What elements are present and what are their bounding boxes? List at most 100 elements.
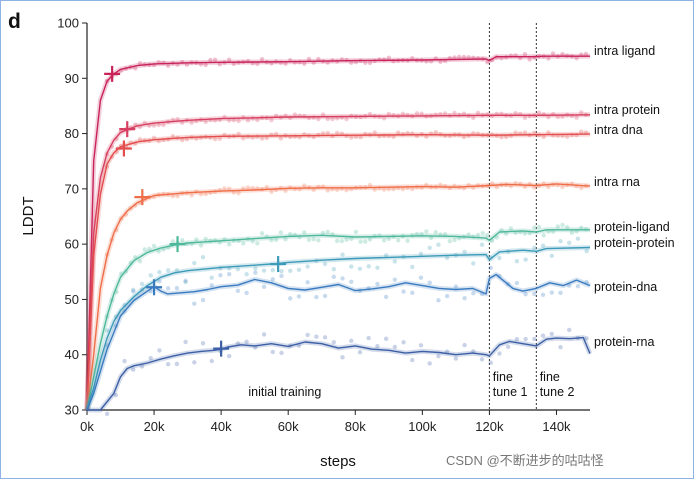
scatter-point — [522, 231, 528, 236]
series-label: protein-rna — [594, 335, 654, 349]
scatter-point — [322, 293, 328, 299]
scatter-point — [305, 332, 310, 338]
y-tick-label: 30 — [65, 403, 79, 418]
scatter-point — [436, 298, 441, 303]
scatter-point — [367, 182, 373, 188]
scatter-point — [375, 344, 380, 349]
scatter-point — [584, 248, 589, 254]
scatter-point — [383, 336, 389, 341]
scatter-point — [174, 267, 180, 273]
scatter-point — [316, 56, 321, 62]
scatter-point — [278, 136, 284, 141]
scatter-point — [349, 338, 354, 343]
scatter-point — [357, 350, 363, 355]
scatter-point — [546, 229, 551, 234]
scatter-point — [236, 131, 241, 137]
scatter-point — [250, 185, 255, 191]
scatter-point — [261, 268, 267, 273]
scatter-point — [555, 114, 561, 120]
scatter-point — [392, 259, 398, 264]
series-line — [86, 55, 590, 411]
scatter-point — [236, 118, 241, 124]
scatter-point — [194, 237, 199, 242]
scatter-point — [442, 231, 448, 237]
scatter-point — [418, 343, 424, 348]
scatter-point — [192, 360, 197, 365]
scatter-point — [466, 55, 471, 60]
scatter-point — [410, 186, 415, 192]
scatter-point — [564, 224, 570, 230]
scatter-point — [479, 242, 485, 247]
scatter-point — [226, 57, 232, 62]
scatter-point — [523, 292, 528, 297]
scatter-point — [386, 55, 391, 61]
scatter-point — [306, 237, 312, 242]
scatter-point — [427, 280, 432, 285]
scatter-point — [189, 193, 194, 198]
scatter-point — [226, 118, 232, 123]
scatter-point — [235, 267, 241, 272]
series-label: protein-protein — [594, 236, 675, 250]
scatter-point — [349, 264, 354, 269]
series-line — [86, 229, 590, 411]
scatter-point — [410, 56, 415, 61]
scatter-point — [253, 270, 258, 275]
scatter-point — [392, 344, 398, 350]
scatter-point — [471, 115, 476, 121]
scatter-point — [279, 269, 284, 274]
scatter-point — [574, 115, 579, 120]
x-tick-label: 80k — [345, 419, 366, 434]
scatter-point — [367, 237, 373, 242]
scatter-point — [433, 130, 438, 135]
series-line — [86, 183, 591, 411]
scatter-point — [288, 296, 293, 301]
scatter-point — [505, 344, 511, 350]
scatter-point — [541, 233, 546, 238]
scatter-point — [314, 334, 319, 339]
scatter-point — [217, 62, 222, 67]
scatter-point — [334, 130, 340, 136]
scatter-point — [558, 345, 563, 350]
scatter-point — [273, 237, 279, 242]
scatter-point — [200, 255, 206, 260]
scatter-point — [372, 187, 377, 192]
scatter-point — [488, 360, 493, 365]
scatter-point — [462, 342, 467, 348]
scatter-point — [334, 238, 340, 244]
scatter-point — [513, 130, 518, 135]
scatter-point — [546, 56, 551, 61]
scatter-point — [200, 297, 206, 303]
scatter-point — [560, 184, 565, 190]
scatter-point — [316, 116, 321, 122]
scatter-point — [503, 134, 509, 140]
scatter-point — [466, 232, 471, 237]
scatter-point — [499, 135, 504, 140]
scatter-point — [424, 134, 429, 139]
scatter-point — [203, 191, 208, 197]
scatter-point — [444, 255, 450, 261]
scatter-point — [250, 239, 255, 244]
scatter-point — [540, 333, 546, 338]
scatter-point — [325, 188, 330, 193]
scatter-point — [569, 230, 575, 235]
x-axis-title: steps — [320, 453, 356, 470]
scatter-point — [270, 277, 275, 282]
scatter-point — [302, 230, 307, 235]
phase-label: initial training — [248, 385, 321, 399]
scatter-point — [296, 267, 302, 272]
scatter-point — [479, 357, 485, 362]
scatter-point — [532, 185, 537, 190]
scatter-point — [367, 60, 373, 66]
scatter-point — [302, 183, 307, 188]
x-tick-label: 120k — [475, 419, 504, 434]
scatter-point — [104, 328, 110, 333]
scatter-point — [536, 224, 542, 230]
scatter-point — [156, 122, 161, 128]
y-tick-label: 70 — [65, 181, 79, 196]
scatter-point — [436, 354, 441, 359]
scatter-point — [148, 273, 153, 278]
scatter-point — [283, 236, 288, 242]
series-label: protein-dna — [594, 280, 657, 294]
scatter-point — [508, 226, 514, 231]
